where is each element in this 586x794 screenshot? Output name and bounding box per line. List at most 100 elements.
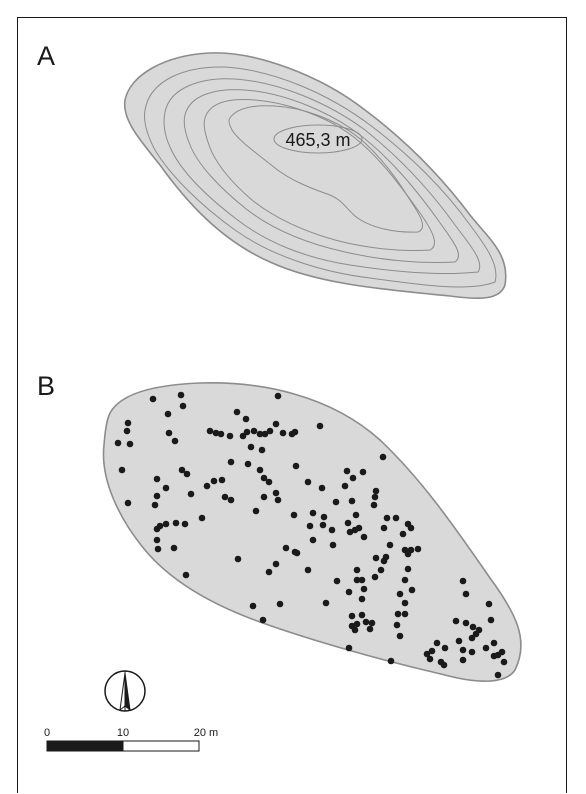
find-point [358, 576, 366, 584]
find-point [203, 482, 211, 490]
scale-tick-0: 0 [44, 727, 50, 739]
find-point [293, 549, 301, 557]
find-point [272, 560, 280, 568]
scale-bar: 0 10 20 m [44, 727, 218, 752]
find-point [393, 621, 401, 629]
find-point [360, 533, 368, 541]
find-point [226, 432, 234, 440]
site-outline [102, 382, 522, 682]
find-points [114, 391, 508, 679]
find-point [383, 514, 391, 522]
find-point [261, 430, 269, 438]
find-point [212, 429, 220, 437]
find-point [401, 610, 409, 618]
find-point [319, 521, 327, 529]
find-point [265, 478, 273, 486]
find-point [355, 524, 363, 532]
find-point [249, 602, 257, 610]
hill-outline [123, 52, 507, 300]
find-point [386, 541, 394, 549]
find-point [151, 501, 159, 509]
find-point [256, 466, 264, 474]
find-point [362, 618, 370, 626]
find-point [153, 475, 161, 483]
find-point [123, 427, 131, 435]
find-point [371, 493, 379, 501]
find-point [468, 648, 476, 656]
find-point [247, 443, 255, 451]
find-point [290, 511, 298, 519]
find-point [227, 496, 235, 504]
find-point [353, 576, 361, 584]
find-point [172, 519, 180, 527]
find-point [372, 487, 380, 495]
find-point [266, 427, 274, 435]
find-point [318, 484, 326, 492]
contour-line-3 [183, 89, 460, 264]
find-point [177, 391, 185, 399]
north-arrow-icon [104, 670, 146, 712]
find-point [227, 458, 235, 466]
find-point [349, 474, 357, 482]
find-point [371, 573, 379, 581]
find-point [487, 616, 495, 624]
find-point [239, 432, 247, 440]
find-point [170, 544, 178, 552]
find-point [380, 524, 388, 532]
find-point [358, 595, 366, 603]
find-point [210, 477, 218, 485]
find-point [440, 661, 448, 669]
contour-map: 465,3 m [123, 52, 507, 300]
find-point [187, 490, 195, 498]
find-point [272, 489, 280, 497]
scale-tick-10: 10 [117, 727, 129, 739]
find-point [198, 514, 206, 522]
find-point [149, 395, 157, 403]
find-point [153, 492, 161, 500]
find-point [433, 639, 441, 647]
find-point [206, 427, 214, 435]
find-point [343, 467, 351, 475]
find-point [333, 577, 341, 585]
contour-line-2 [163, 78, 481, 275]
find-point [399, 530, 407, 538]
find-point [114, 439, 122, 447]
find-point [153, 536, 161, 544]
find-point [244, 460, 252, 468]
elevation-label: 465,3 m [285, 130, 350, 150]
find-point [428, 647, 436, 655]
find-point [124, 499, 132, 507]
find-point [328, 526, 336, 534]
find-point [181, 520, 189, 528]
contour-summit [273, 124, 363, 154]
find-point [218, 476, 226, 484]
find-point [352, 511, 360, 519]
find-point [441, 644, 449, 652]
find-point [345, 644, 353, 652]
find-point [320, 513, 328, 521]
find-point [396, 632, 404, 640]
find-point [455, 637, 463, 645]
scale-tick-20: 20 m [194, 727, 218, 739]
find-point [316, 422, 324, 430]
find-point [490, 652, 498, 660]
find-point [392, 514, 400, 522]
map-frame [17, 17, 567, 793]
scale-bar-white-segment [122, 740, 200, 752]
find-point [469, 623, 477, 631]
find-point [426, 655, 434, 663]
panel-label-b: B [37, 371, 56, 401]
find-point [482, 644, 490, 652]
find-point [292, 462, 300, 470]
find-point [407, 546, 415, 554]
find-point [304, 566, 312, 574]
find-point [291, 428, 299, 436]
find-point [490, 639, 498, 647]
find-point [274, 496, 282, 504]
find-point [306, 522, 314, 530]
find-point [256, 430, 264, 438]
contour-line-5 [228, 105, 423, 233]
find-point [387, 657, 395, 665]
find-point [498, 648, 506, 656]
find-point [332, 498, 340, 506]
